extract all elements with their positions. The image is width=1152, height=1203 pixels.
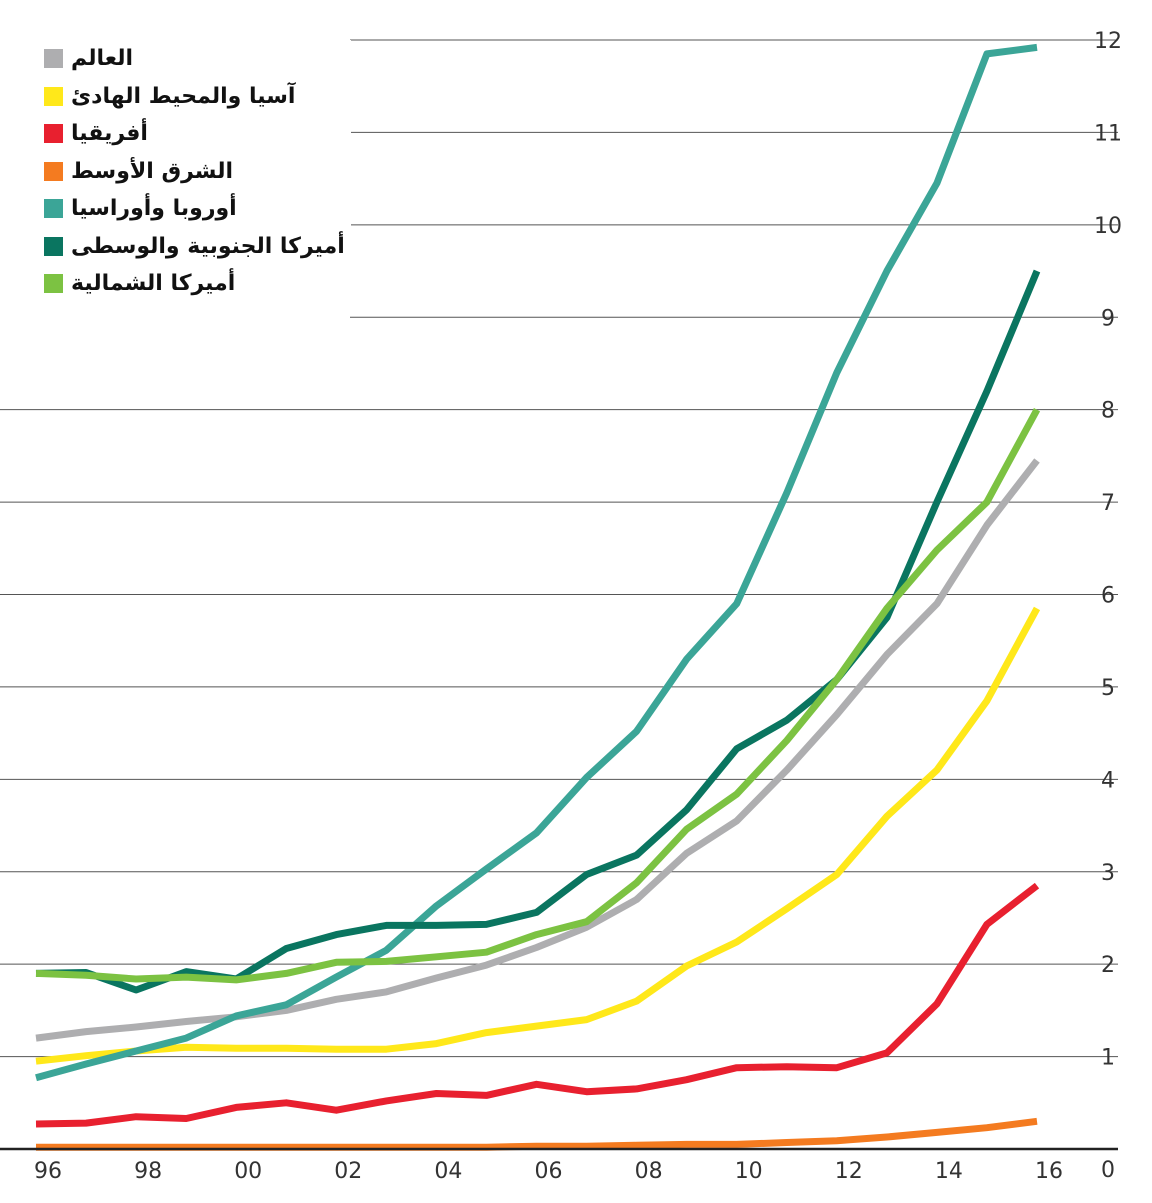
legend-item: العالم <box>38 40 351 78</box>
legend-swatch <box>44 236 63 256</box>
x-tick-label: 06 <box>535 1159 563 1184</box>
legend-swatch <box>44 161 63 181</box>
series-line-0 <box>35 458 1040 1042</box>
y-tick-label: 11 <box>1094 121 1122 146</box>
legend-swatch <box>44 49 63 69</box>
legend-swatch <box>44 86 63 106</box>
legend-label: آسيا والمحيط الهادئ <box>71 83 296 109</box>
series-line-1 <box>35 606 1041 1065</box>
x-tick-label: 10 <box>735 1159 763 1184</box>
x-tick-label: 00 <box>234 1159 262 1184</box>
y-tick-label: 8 <box>1101 399 1115 424</box>
x-tick-label: 16 <box>1035 1159 1063 1184</box>
y-tick-label: 9 <box>1101 306 1115 331</box>
x-axis-tick-labels: 96 98 00 02 04 06 08 10 12 14 16 <box>34 1159 1063 1184</box>
y-tick-label: 1 <box>1101 1046 1115 1071</box>
legend-label: أفريقيا <box>71 121 148 147</box>
grid-lines <box>0 39 1118 1058</box>
legend-item: أميركا الجنوبية والوسطى <box>38 227 351 265</box>
legend-swatch <box>44 199 63 219</box>
x-tick-label: 08 <box>635 1159 663 1184</box>
legend-item: أميركا الشمالية <box>38 265 351 303</box>
x-tick-label: 98 <box>134 1159 162 1184</box>
legend-label: أميركا الجنوبية والوسطى <box>71 233 345 259</box>
legend-item: آسيا والمحيط الهادئ <box>38 77 351 115</box>
y-tick-label: 10 <box>1094 214 1122 239</box>
y-tick-label: 3 <box>1101 861 1115 886</box>
y-tick-label: 12 <box>1094 29 1122 54</box>
legend-swatch <box>44 274 63 294</box>
legend-swatch <box>44 124 63 144</box>
y-tick-label: 4 <box>1101 768 1115 793</box>
legend-label: أوروبا وأوراسيا <box>71 196 237 222</box>
x-tick-label: 96 <box>34 1159 62 1184</box>
legend-label: أميركا الشمالية <box>71 271 236 297</box>
series-line-4 <box>35 43 1038 1082</box>
x-tick-label: 02 <box>334 1159 362 1184</box>
y-tick-label: 6 <box>1101 584 1115 609</box>
legend-label: العالم <box>71 46 133 72</box>
legend-item: الشرق الأوسط <box>38 152 351 190</box>
legend-item: أفريقيا <box>38 115 351 153</box>
legend-item: أوروبا وأوراسيا <box>38 190 351 228</box>
x-tick-label: 14 <box>935 1159 963 1184</box>
y-tick-label: 2 <box>1101 953 1115 978</box>
series-lines <box>35 43 1041 1151</box>
legend-label: الشرق الأوسط <box>71 158 233 184</box>
y-tick-label: 0 <box>1101 1158 1115 1183</box>
chart-legend: العالم آسيا والمحيط الهادئ أفريقيا الشرق ال… <box>38 40 351 303</box>
x-tick-label: 04 <box>434 1159 462 1184</box>
y-tick-label: 7 <box>1101 491 1115 516</box>
y-tick-label: 5 <box>1101 676 1115 701</box>
series-line-5 <box>35 269 1041 994</box>
x-tick-label: 12 <box>835 1159 863 1184</box>
series-line-3 <box>36 1117 1038 1151</box>
series-line-6 <box>35 408 1041 984</box>
series-line-2 <box>35 882 1040 1128</box>
